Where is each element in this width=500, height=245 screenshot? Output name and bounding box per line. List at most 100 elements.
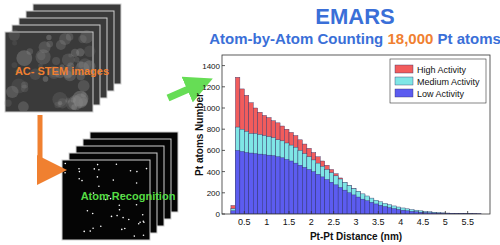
legend-label: Medium Activity — [417, 77, 480, 87]
atom-dot — [119, 205, 121, 207]
histogram-bar — [298, 165, 302, 214]
histogram-bar — [249, 153, 253, 214]
y-tick-label: 0 — [216, 210, 221, 219]
x-tick-label: 1.5 — [283, 217, 296, 227]
histogram-bar — [329, 169, 333, 214]
histogram-bar — [231, 211, 235, 214]
texture-blob — [68, 95, 83, 110]
histogram-bar — [235, 127, 239, 214]
y-tick-label: 400 — [207, 168, 221, 177]
atom-dot — [65, 163, 67, 165]
histogram-bar — [244, 153, 248, 214]
atom-dot — [136, 171, 138, 173]
y-tick — [222, 214, 225, 215]
texture-blob — [52, 57, 60, 65]
histogram-bar — [369, 198, 373, 214]
atom-dot — [130, 170, 132, 172]
y-tick-label: 1400 — [202, 62, 220, 71]
legend-label: High Activity — [417, 65, 467, 75]
y-axis-label: Pt atoms Number — [194, 93, 205, 176]
x-tick — [378, 211, 379, 214]
histogram-bar — [325, 165, 329, 214]
atom-dot — [78, 168, 80, 170]
histogram-bar — [289, 132, 293, 214]
y-tick-label: 200 — [207, 189, 221, 198]
x-tick — [467, 211, 468, 214]
histogram-bar — [311, 172, 315, 214]
histogram-bar — [387, 205, 391, 214]
texture-blob — [56, 40, 66, 50]
histogram-bar — [253, 108, 257, 214]
histogram-bar — [293, 147, 297, 214]
x-tick-label: 2.5 — [327, 217, 340, 227]
histogram-bar — [244, 131, 248, 214]
atom-dot — [119, 209, 121, 211]
texture-blob — [4, 99, 11, 106]
histogram-bar — [334, 185, 338, 214]
atom-dot — [87, 210, 89, 212]
atom-dot — [92, 228, 94, 230]
atom-dot — [142, 214, 144, 216]
histogram-bar — [302, 154, 306, 214]
y-tick — [222, 129, 225, 130]
histogram-bar — [396, 207, 400, 214]
histogram-bar — [334, 174, 338, 214]
bars — [231, 77, 481, 214]
histogram-bar — [235, 77, 239, 214]
texture-blob — [76, 48, 84, 56]
histogram-bar — [285, 159, 289, 214]
panel-label: AC- STEM images — [15, 65, 109, 77]
plot-frame — [222, 55, 490, 214]
x-axis-label: Pt-Pt Distance (nm) — [310, 231, 402, 242]
histogram-bar — [392, 209, 396, 214]
histogram-bar — [316, 157, 320, 214]
histogram-bar — [352, 189, 356, 214]
histogram-bar — [374, 204, 378, 214]
histogram-bar — [401, 210, 405, 214]
atom-dot — [122, 217, 124, 219]
atom-dot — [78, 178, 80, 180]
histogram-bar — [240, 89, 244, 214]
atom-dot — [116, 163, 118, 165]
atom-dot — [97, 176, 99, 178]
texture-blob — [84, 46, 96, 58]
texture-blob — [12, 41, 17, 46]
legend-box — [390, 59, 486, 103]
histogram-bar — [360, 194, 364, 214]
histogram-bar — [235, 150, 239, 214]
histogram-bar — [401, 208, 405, 214]
histogram-bar — [325, 169, 329, 214]
histogram-bar — [347, 193, 351, 214]
histogram-bar — [360, 194, 364, 214]
histogram-bar — [293, 136, 297, 214]
histogram-bar — [343, 190, 347, 214]
histogram-bar — [360, 199, 364, 214]
histogram-bar — [276, 157, 280, 214]
histogram-bar — [374, 200, 378, 214]
x-tick — [289, 211, 290, 214]
histogram-bar — [280, 126, 284, 214]
subtitle: Atom-by-Atom Counting 18,000 Pt atoms — [209, 30, 500, 47]
texture-blob — [54, 102, 60, 108]
y-tick — [222, 171, 225, 172]
histogram-bar — [271, 156, 275, 214]
histogram-bar — [334, 176, 338, 214]
legend-swatch — [395, 77, 413, 85]
x-tick — [266, 211, 267, 214]
histogram-bar — [311, 153, 315, 214]
histogram-bar — [343, 182, 347, 214]
atom-dot — [111, 216, 113, 218]
histogram-bar — [405, 210, 409, 214]
histogram-bar — [343, 182, 347, 214]
atom-dot — [113, 179, 115, 181]
legend: High ActivityMedium ActivityLow Activity — [390, 59, 486, 103]
x-tick — [356, 211, 357, 214]
histogram-bar — [307, 169, 311, 214]
histogram-bar — [392, 206, 396, 214]
histogram-bar — [410, 210, 414, 214]
x-tick — [400, 211, 401, 214]
atom-dot — [100, 226, 102, 228]
x-tick — [423, 211, 424, 214]
x-tick-label: 4.5 — [417, 217, 430, 227]
histogram-bar — [298, 150, 302, 214]
